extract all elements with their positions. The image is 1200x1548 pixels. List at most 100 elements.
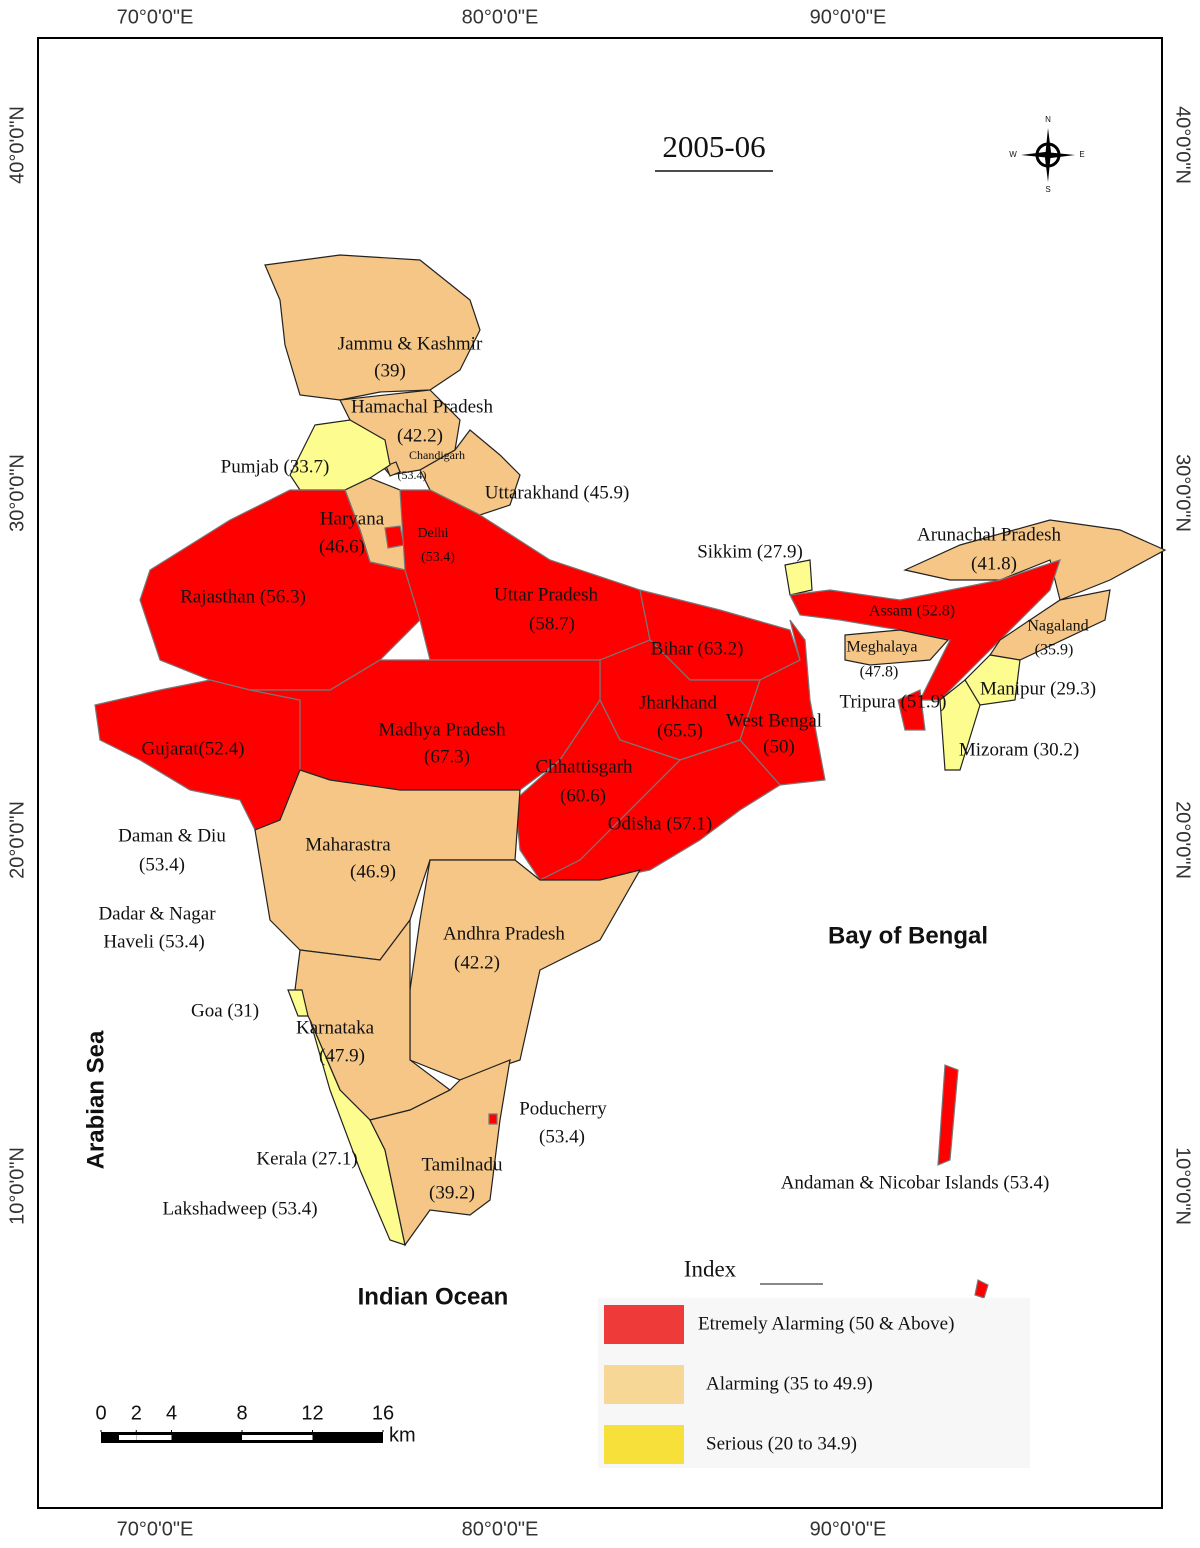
- scale-segment: [119, 1435, 136, 1440]
- state-label: (53.4): [539, 1126, 585, 1147]
- state-region: [287, 989, 309, 1017]
- scale-segment: [242, 1435, 313, 1440]
- state-label: Tripura (51.9): [840, 691, 947, 712]
- state-label: Andaman & Nicobar Islands (53.4): [781, 1172, 1050, 1193]
- water-label: Arabian Sea: [82, 1030, 109, 1169]
- water-label: Indian Ocean: [358, 1283, 509, 1310]
- legend-swatch: [604, 1305, 684, 1344]
- legend-label: Etremely Alarming (50 & Above): [698, 1313, 954, 1334]
- legend: Etremely Alarming (50 & Above) Alarming (…: [604, 1305, 954, 1464]
- legend-title: Index: [684, 1256, 737, 1281]
- state-label: Chhattisgarh: [535, 756, 633, 777]
- scale-tick-label: 8: [236, 1402, 247, 1424]
- state-label: (65.5): [657, 720, 703, 741]
- state-label: Uttar Pradesh: [494, 584, 598, 605]
- state-label: Tamilnadu: [422, 1154, 503, 1175]
- state-label: Sikkim (27.9): [697, 541, 803, 562]
- state-label: (39.2): [429, 1182, 475, 1203]
- scale-tick-label: 12: [301, 1402, 323, 1424]
- scale-unit: km: [389, 1424, 416, 1446]
- state-label: Bihar (63.2): [651, 638, 744, 659]
- state-label: (41.8): [971, 553, 1017, 574]
- state-label: Rajasthan (56.3): [180, 586, 306, 607]
- legend-swatch: [604, 1425, 684, 1464]
- state-label: Odisha (57.1): [608, 813, 712, 834]
- latitude-label: 30°0'0"N: [1172, 454, 1194, 532]
- state-region: [897, 689, 926, 731]
- state-region: [488, 1113, 498, 1125]
- compass-letter: N: [1045, 115, 1051, 124]
- state-label: (47.8): [860, 664, 899, 681]
- state-label: (46.9): [350, 861, 396, 882]
- regions: [94, 254, 1167, 1299]
- longitude-label: 90°0'0"E: [810, 1518, 887, 1540]
- compass-letter: E: [1079, 150, 1084, 159]
- state-label: (53.4): [139, 854, 185, 875]
- state-label: (60.6): [560, 785, 606, 806]
- state-label: (47.9): [319, 1045, 365, 1066]
- state-label: Gujarat(52.4): [142, 738, 245, 759]
- state-label: (58.7): [529, 613, 575, 634]
- compass-letter: S: [1045, 185, 1050, 194]
- state-label: (53.4): [398, 468, 427, 482]
- state-label: Delhi: [417, 526, 448, 541]
- state-label: (35.9): [1035, 642, 1074, 659]
- state-region: [384, 525, 405, 549]
- state-label: Karnataka: [296, 1017, 375, 1038]
- compass-letter: W: [1009, 150, 1017, 159]
- state-label: Haveli (53.4): [103, 931, 204, 952]
- state-label: Goa (31): [191, 1000, 259, 1021]
- state-label: (53.4): [421, 550, 455, 565]
- compass: [1021, 128, 1075, 182]
- longitude-label: 90°0'0"E: [810, 6, 887, 28]
- scale-tick-label: 4: [166, 1402, 177, 1424]
- state-label: Jammu & Kashmir: [338, 333, 483, 354]
- state-label: Assam (52.8): [869, 603, 955, 620]
- state-region: [789, 559, 1061, 701]
- state-label: Haryana: [320, 508, 385, 529]
- state-region: [369, 1059, 511, 1247]
- scale-tick-label: 16: [372, 1402, 394, 1424]
- state-label: Maharastra: [305, 834, 391, 855]
- legend-label: Alarming (35 to 49.9): [706, 1373, 873, 1394]
- state-label: (50): [763, 736, 795, 757]
- state-label: Manipur (29.3): [980, 678, 1096, 699]
- state-label: Chandigarh: [409, 448, 465, 462]
- state-label: Mizoram (30.2): [959, 739, 1079, 760]
- state-label: Kerala (27.1): [256, 1148, 357, 1169]
- state-region: [844, 629, 950, 666]
- state-label: (39): [374, 360, 406, 381]
- latitude-label: 40°0'0"N: [6, 106, 28, 184]
- state-label: Pumjab (33.7): [221, 456, 330, 477]
- map-title: 2005-06: [662, 129, 765, 164]
- state-region: [903, 519, 1167, 601]
- latitude-label: 20°0'0"N: [1172, 801, 1194, 879]
- latitude-label: 20°0'0"N: [6, 801, 28, 879]
- state-label: Uttarakhand (45.9): [485, 482, 630, 503]
- state-label: Poducherry: [519, 1098, 607, 1119]
- latitude-label: 40°0'0"N: [1172, 106, 1194, 184]
- state-label: Lakshadweep (53.4): [162, 1198, 317, 1219]
- state-label: (42.2): [397, 425, 443, 446]
- scale-tick-label: 2: [131, 1402, 142, 1424]
- longitude-label: 70°0'0"E: [117, 6, 194, 28]
- state-label: (67.3): [424, 746, 470, 767]
- scale-tick-label: 0: [95, 1402, 106, 1424]
- state-label: Daman & Diu: [118, 825, 226, 846]
- latitude-label: 30°0'0"N: [6, 454, 28, 532]
- state-region: [939, 679, 981, 771]
- state-label: West Bengal: [726, 710, 822, 731]
- longitude-label: 80°0'0"E: [462, 6, 539, 28]
- latitude-label: 10°0'0"N: [6, 1147, 28, 1225]
- state-region: [937, 1064, 959, 1166]
- state-label: Dadar & Nagar: [98, 903, 216, 924]
- state-label: Nagaland: [1027, 618, 1088, 635]
- state-label: Meghalaya: [846, 639, 917, 656]
- latitude-label: 10°0'0"N: [1172, 1147, 1194, 1225]
- state-label: (42.2): [454, 952, 500, 973]
- state-label: Andhra Pradesh: [443, 923, 565, 944]
- state-label: (46.6): [319, 536, 365, 557]
- state-label: Jharkhand: [639, 692, 718, 713]
